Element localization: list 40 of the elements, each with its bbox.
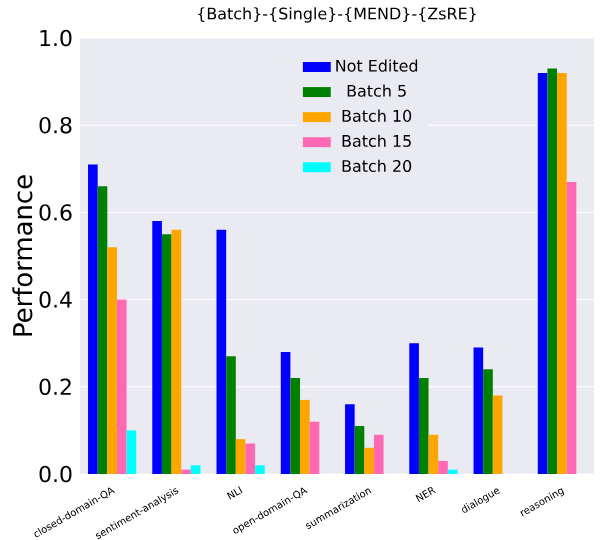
bar [171, 229, 182, 474]
bar [438, 460, 448, 474]
bar [537, 72, 548, 474]
bar [245, 443, 256, 474]
bar [492, 395, 503, 474]
bar [161, 234, 172, 474]
bar [300, 399, 310, 474]
bar [190, 465, 201, 474]
bar [116, 299, 127, 474]
bar [566, 181, 577, 474]
bar [354, 426, 365, 474]
bar [409, 343, 419, 474]
y-tick-label: 0.0 [39, 465, 72, 483]
bar [88, 164, 98, 474]
bar [345, 404, 355, 474]
bar [226, 356, 236, 474]
bar [216, 229, 227, 474]
bar [235, 439, 246, 474]
y-tick-label: 0.2 [39, 378, 71, 396]
y-tick-label: 0.4 [39, 291, 72, 308]
bar [152, 221, 162, 474]
bar [547, 68, 558, 474]
bar [557, 72, 567, 474]
bar [290, 378, 301, 474]
bar [280, 351, 291, 474]
y-tick-label: 0.8 [39, 116, 72, 134]
bar [473, 347, 484, 474]
bar [364, 447, 374, 474]
bar [428, 434, 439, 474]
bar [255, 465, 265, 474]
y-axis-title: Performance [12, 175, 33, 336]
y-tick-label: 0.6 [39, 204, 72, 221]
y-tick-label: 1.0 [40, 29, 72, 47]
bar [107, 247, 117, 474]
bar [97, 186, 108, 474]
bar [309, 421, 320, 474]
bar [418, 378, 429, 474]
bar [126, 430, 137, 474]
bar [483, 369, 493, 474]
bar [373, 434, 384, 474]
